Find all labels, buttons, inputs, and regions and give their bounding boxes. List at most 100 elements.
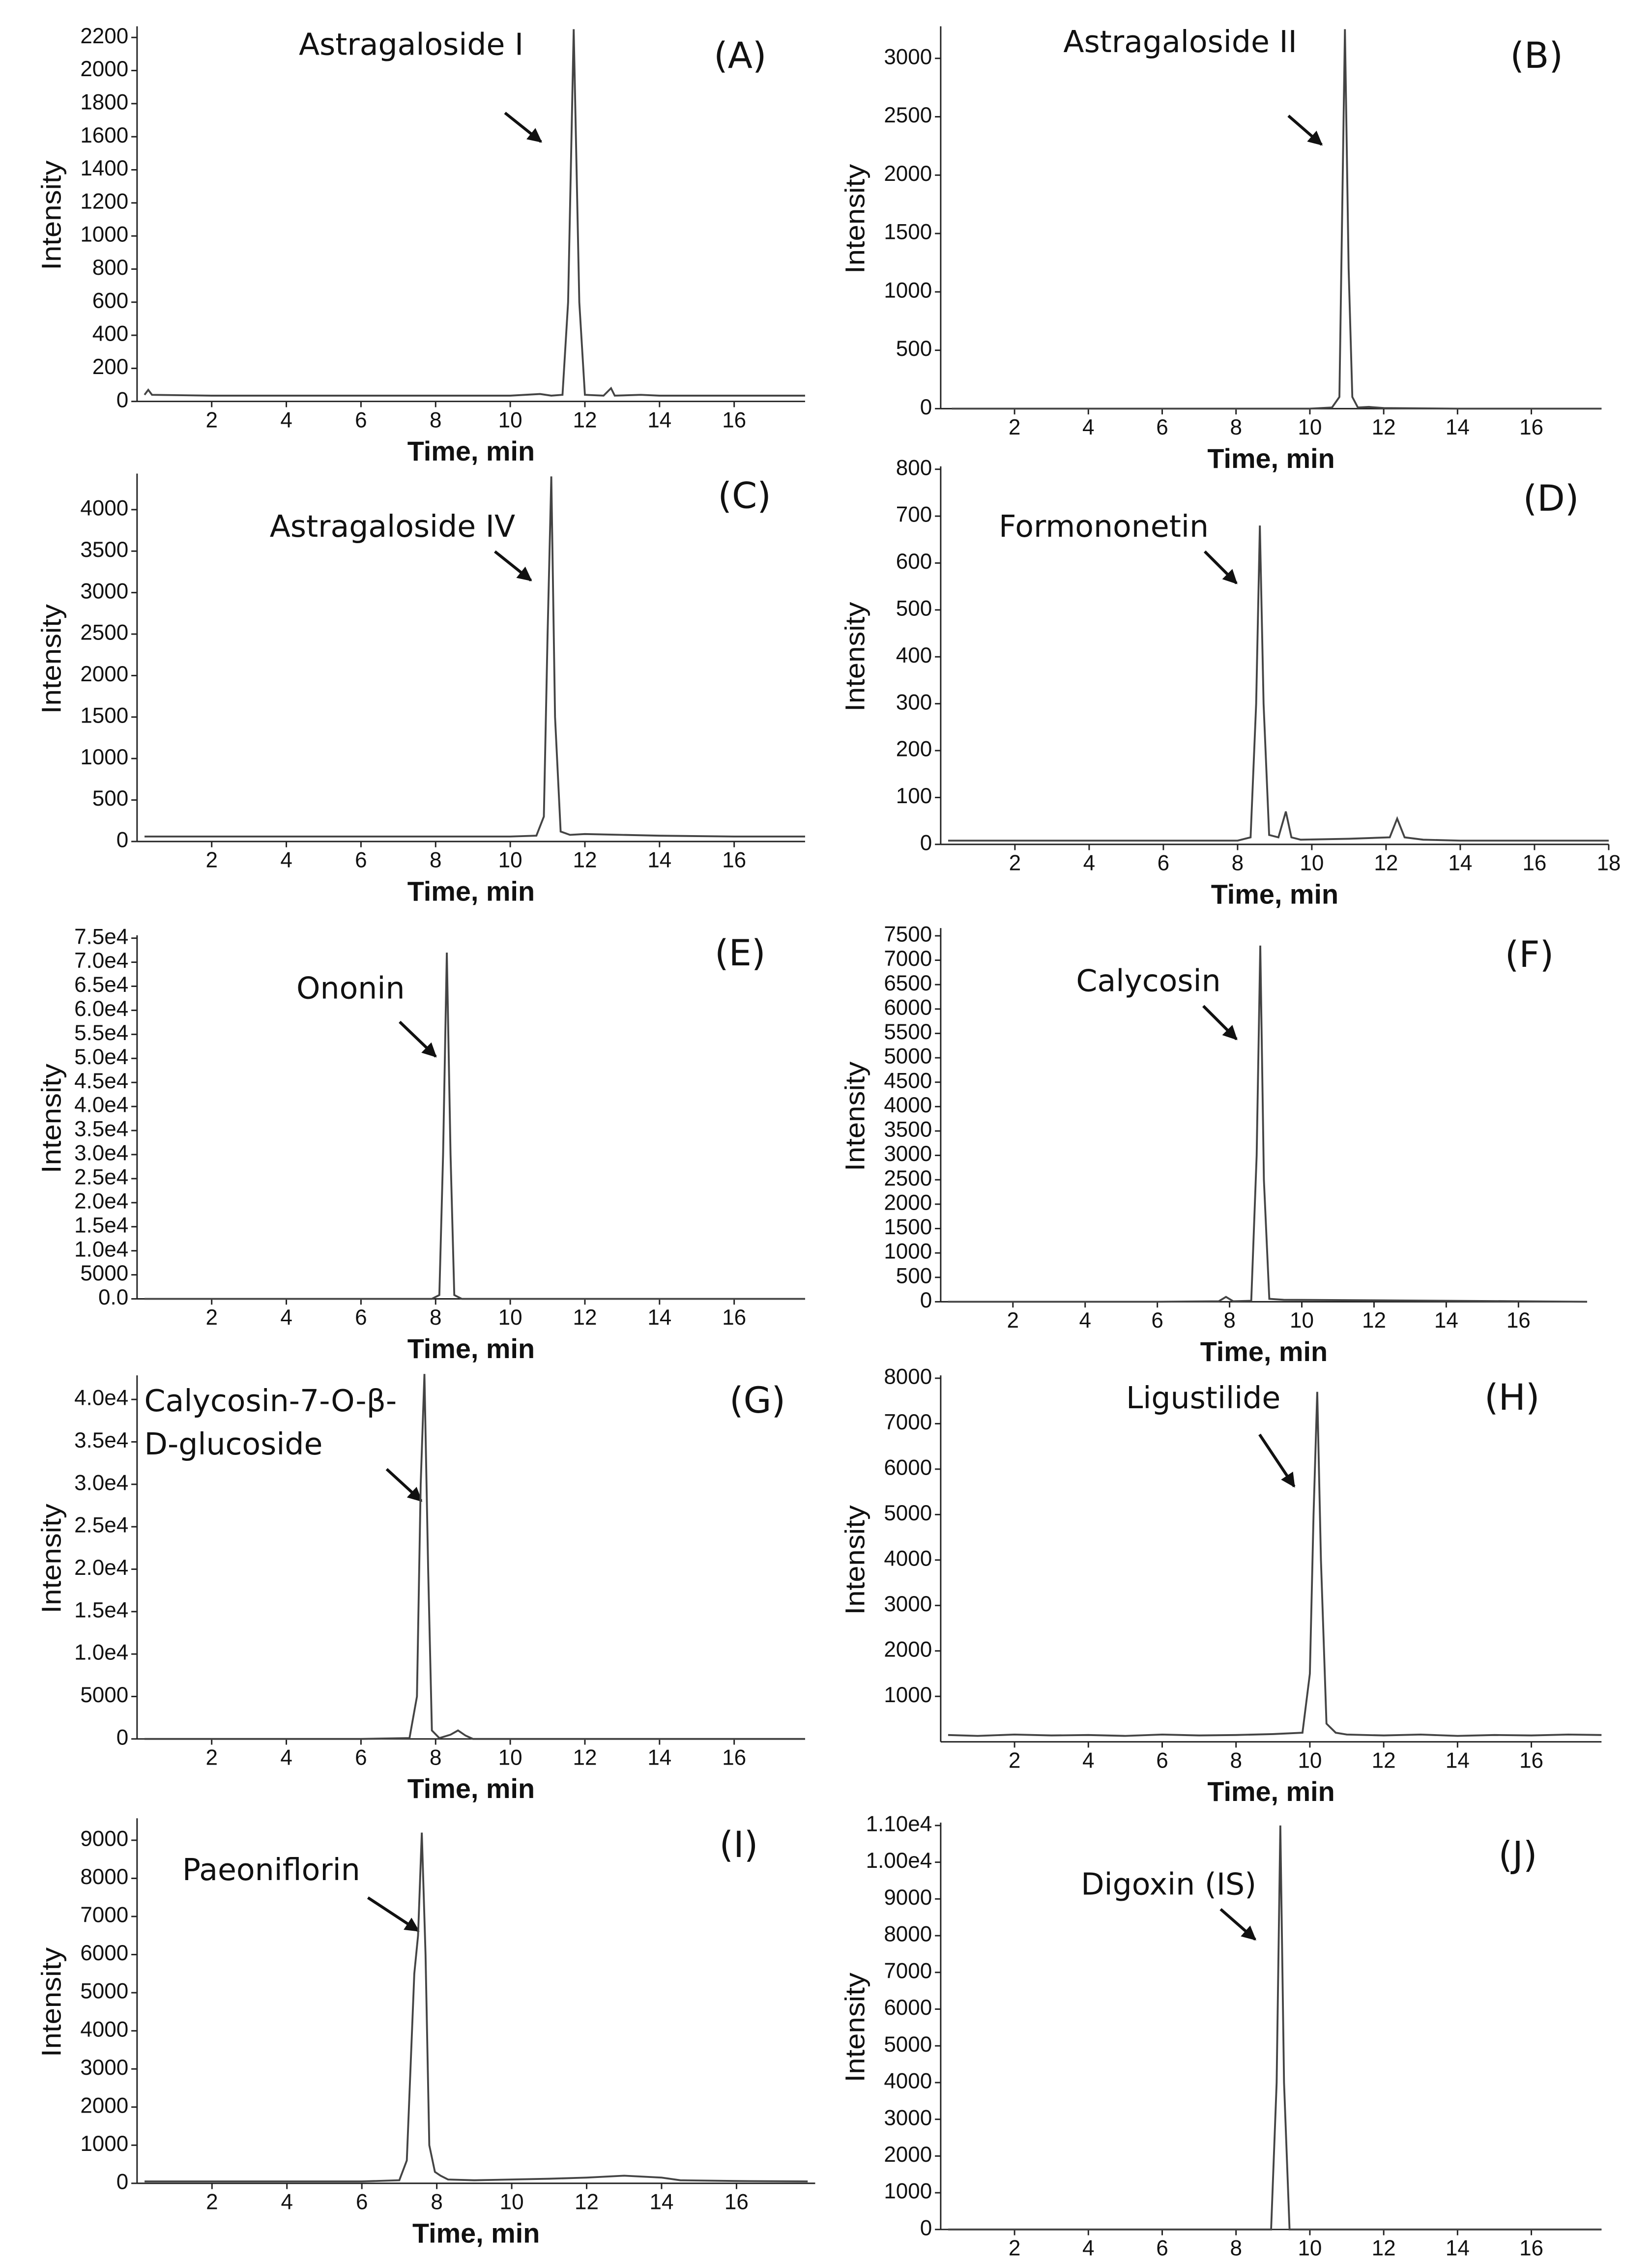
x-tick-label: 12 <box>1372 2236 1396 2261</box>
y-tick-label: 4.5e4 <box>74 1069 128 1093</box>
x-tick-label: 2 <box>205 408 217 432</box>
panel-label: (A) <box>714 35 766 77</box>
x-tick-label: 12 <box>1362 1308 1386 1333</box>
x-tick-label: 12 <box>1374 851 1398 875</box>
x-axis-label: Time, min <box>1207 1776 1334 1807</box>
y-tick-label: 2000 <box>884 1190 932 1215</box>
y-tick-label: 1000 <box>884 278 932 302</box>
y-axis-label: Intensity <box>840 1062 870 1171</box>
x-tick-label: 10 <box>498 408 522 432</box>
annotation-arrow <box>504 112 543 143</box>
y-tick-label: 4.0e4 <box>74 1093 128 1117</box>
y-tick-label: 0.0 <box>98 1285 128 1309</box>
x-tick-label: 8 <box>430 408 441 432</box>
x-tick-label: 16 <box>1519 415 1543 439</box>
y-tick-label: 800 <box>92 256 128 280</box>
y-tick-label: 1400 <box>80 156 128 180</box>
y-tick-label: 3000 <box>884 1592 932 1616</box>
chromatogram-line <box>948 525 1609 842</box>
x-tick-label: 14 <box>647 848 671 872</box>
y-tick-label: 3000 <box>80 579 128 603</box>
x-tick-label: 8 <box>1230 1748 1242 1772</box>
y-tick-label: 5000 <box>80 1683 128 1707</box>
panel: 0500100015002000250030003500400045005000… <box>840 923 1587 1367</box>
y-tick-label: 7000 <box>80 1903 128 1927</box>
x-tick-label: 10 <box>500 2190 524 2214</box>
panel-label: (G) <box>729 1380 785 1422</box>
x-tick-label: 4 <box>280 1746 292 1770</box>
x-tick-label: 8 <box>1230 415 1242 439</box>
x-tick-label: 10 <box>498 1306 522 1330</box>
x-tick-label: 10 <box>1290 1308 1314 1333</box>
y-tick-label: 8000 <box>884 1365 932 1389</box>
y-tick-label: 4500 <box>884 1069 932 1093</box>
y-tick-label: 3.0e4 <box>74 1141 128 1165</box>
x-tick-label: 2 <box>205 1746 217 1770</box>
x-tick-label: 2 <box>1009 415 1020 439</box>
y-axis-label: Intensity <box>840 1505 870 1615</box>
annotation: Formononetin <box>999 509 1209 544</box>
x-tick-label: 6 <box>1156 1748 1168 1772</box>
chromatogram-line <box>145 952 805 1300</box>
y-tick-label: 300 <box>896 690 932 714</box>
x-tick-label: 14 <box>647 408 671 432</box>
x-tick-label: 10 <box>1300 851 1324 875</box>
y-tick-label: 500 <box>896 1264 932 1288</box>
y-tick-label: 500 <box>92 786 128 811</box>
y-tick-label: 6.5e4 <box>74 973 128 997</box>
x-tick-label: 10 <box>1298 415 1322 439</box>
panel-label: (D) <box>1523 478 1579 520</box>
y-tick-label: 1800 <box>80 90 128 114</box>
y-tick-label: 2.0e4 <box>74 1189 128 1213</box>
chromatogram-line <box>145 476 805 838</box>
x-tick-label: 6 <box>1156 2236 1168 2261</box>
y-tick-label: 6000 <box>884 995 932 1019</box>
y-tick-label: 800 <box>896 456 932 480</box>
y-tick-label: 6000 <box>884 1456 932 1480</box>
x-tick-label: 12 <box>1372 415 1396 439</box>
x-tick-label: 2 <box>205 848 217 872</box>
annotation: Ononin <box>296 970 405 1006</box>
y-tick-label: 1.0e4 <box>74 1641 128 1665</box>
y-tick-label: 1500 <box>884 1215 932 1239</box>
y-axis-label: Intensity <box>840 1973 870 2082</box>
x-tick-label: 10 <box>498 848 522 872</box>
y-tick-label: 2500 <box>80 621 128 645</box>
y-tick-label: 3000 <box>884 45 932 69</box>
y-tick-label: 600 <box>92 289 128 313</box>
panel: 0 500 1000 1500 2000 2500 3000 3500 4000 2 4 6 8 10 12… <box>36 473 805 906</box>
y-tick-label: 6500 <box>884 971 932 995</box>
panel-label: (J) <box>1499 1834 1537 1876</box>
panel: 0 100 200 300 400 500 600 700 800 2 4 6 8 10 12 14 16 18 T… <box>840 456 1621 909</box>
y-tick-label: 2200 <box>80 24 128 48</box>
x-tick-label: 4 <box>281 2190 293 2214</box>
y-tick-label: 8000 <box>884 1922 932 1946</box>
x-tick-label: 14 <box>649 2190 673 2214</box>
x-tick-label: 10 <box>498 1746 522 1770</box>
x-axis-label: Time, min <box>407 876 535 906</box>
x-tick-label: 8 <box>431 2190 442 2214</box>
y-tick-label: 500 <box>896 337 932 361</box>
y-tick-label: 100 <box>896 784 932 808</box>
chromatogram-line <box>145 1374 805 1740</box>
x-axis-label: Time, min <box>407 436 535 466</box>
panel-label: (I) <box>719 1824 758 1866</box>
chromatogram-line <box>948 945 1587 1303</box>
panel: 0 1000 2000 3000 4000 5000 6000 7000 8000 9000 2 4 6… <box>36 1818 815 2248</box>
y-tick-label: 2000 <box>884 162 932 186</box>
y-tick-label: 9000 <box>884 1886 932 1910</box>
x-axis-label: Time, min <box>1211 879 1338 909</box>
y-tick-label: 3.5e4 <box>74 1428 128 1452</box>
x-tick-label: 12 <box>1372 1748 1396 1772</box>
x-tick-label: 2 <box>1009 851 1021 875</box>
y-tick-label: 7500 <box>884 923 932 947</box>
x-tick-label: 4 <box>280 408 292 432</box>
x-tick-label: 8 <box>1223 1308 1235 1333</box>
y-axis-label: Intensity <box>36 1947 66 2057</box>
x-tick-label: 12 <box>573 408 597 432</box>
y-tick-label: 0 <box>116 2170 128 2194</box>
y-tick-label: 1500 <box>884 220 932 244</box>
x-tick-label: 2 <box>206 2190 218 2214</box>
x-tick-label: 4 <box>280 848 292 872</box>
